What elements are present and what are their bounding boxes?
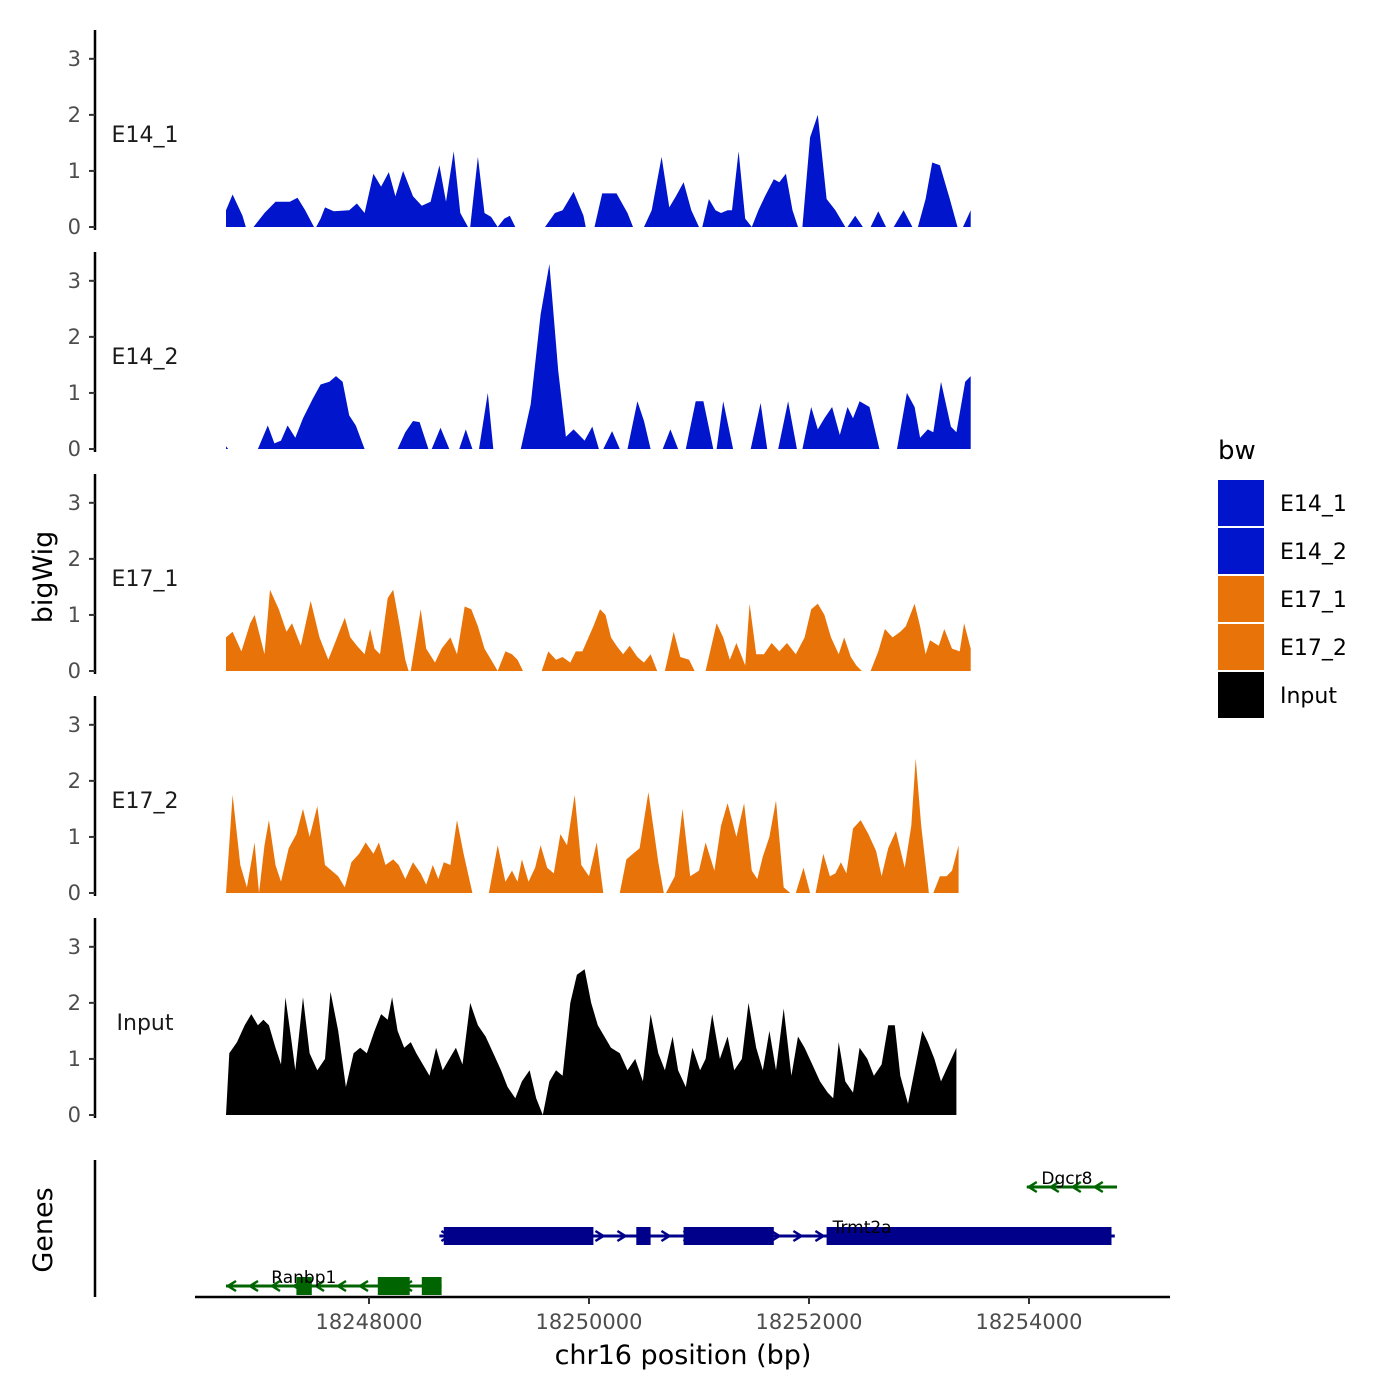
legend-label-e14-1: E14_1 [1280,492,1347,517]
gene-trmt2a: Trmt2a [439,1218,1115,1245]
x-axis-title: chr16 position (bp) [555,1340,812,1371]
strand-arrow-ranbp1 [357,1279,369,1293]
panel-label-e17-2: E17_2 [112,789,179,814]
strand-arrow-dgcr8 [1048,1180,1060,1194]
strand-arrow-ranbp1 [269,1279,281,1293]
y-tick-label-e14-1-2: 2 [68,103,81,127]
y-tick-label-e14-2-3: 3 [68,269,81,293]
y-tick-label-input-2: 2 [68,991,81,1015]
area-e14-2 [226,264,971,449]
strand-arrow-dgcr8 [1070,1180,1082,1194]
exon-trmt2a [443,1227,594,1245]
strand-arrow-ranbp1 [247,1279,259,1293]
y-tick-label-e17-2-2: 2 [68,769,81,793]
y-tick-label-e14-1-1: 1 [68,159,81,183]
track-e17-1: 0 1 2 3 E17_1 [68,474,971,683]
legend-swatch-e17-2 [1218,624,1264,670]
panel-label-input: Input [117,1011,174,1036]
legend-label-e17-2: E17_2 [1280,636,1347,661]
area-input [226,969,957,1115]
y-tick-label-e17-2-0: 0 [68,881,81,905]
exon-ranbp1 [296,1277,312,1295]
strand-arrow-trmt2a [660,1229,672,1243]
legend-swatch-input [1218,672,1264,718]
y-tick-label-e14-2-0: 0 [68,437,81,461]
gene-label-trmt2a: Trmt2a [832,1218,892,1238]
legend-swatch-e17-1 [1218,576,1264,622]
legend-swatch-e14-2 [1218,528,1264,574]
strand-arrow-ranbp1 [313,1279,325,1293]
x-tick-label-18252000: 18252000 [756,1310,863,1334]
gene-label-dgcr8: Dgcr8 [1041,1169,1092,1189]
x-axis: 18248000 18250000 18252000 18254000 [195,1295,1170,1334]
y-tick-label-e14-1-0: 0 [68,215,81,239]
legend-title: bw [1218,436,1256,466]
x-tick-label-18250000: 18250000 [536,1310,643,1334]
area-e17-1 [226,589,971,671]
track-e14-1: 0 1 2 3 E14_1 [68,30,971,239]
exon-trmt2a [826,1227,1112,1245]
strand-arrow-dgcr8 [1092,1180,1104,1194]
area-e17-2 [226,758,959,893]
gene-dgcr8: Dgcr8 [1026,1169,1117,1194]
signal-tracks: 0 1 2 3 E14_1 0 1 2 3 E14_2 0 1 2 3 E17_1 0 1 2 3 E17_2 0 1 2 3… [68,30,971,1127]
gene-label-ranbp1: Ranbp1 [271,1268,336,1288]
legend-label-input: Input [1280,684,1337,709]
legend: bw E14_1 E14_2 E17_1 E17_2 Input [1218,436,1347,718]
strand-arrow-trmt2a [616,1229,628,1243]
exon-trmt2a [683,1227,774,1245]
area-e14-1 [226,114,971,227]
y-tick-label-input-0: 0 [68,1103,81,1127]
x-tick-label-18248000: 18248000 [316,1310,423,1334]
exon-trmt2a [636,1227,651,1245]
exon-ranbp1 [377,1277,410,1295]
y-tick-label-e17-2-3: 3 [68,713,81,737]
track-e17-2: 0 1 2 3 E17_2 [68,696,959,905]
y-tick-label-e14-2-2: 2 [68,325,81,349]
exon-ranbp1 [421,1277,442,1295]
y-tick-label-e17-2-1: 1 [68,825,81,849]
y-tick-label-e17-1-1: 1 [68,603,81,627]
gene-axis-title: Genes [28,1187,59,1272]
panel-label-e14-2: E14_2 [112,345,179,370]
y-tick-label-e17-1-0: 0 [68,659,81,683]
y-tick-label-e14-1-3: 3 [68,47,81,71]
y-tick-label-input-3: 3 [68,935,81,959]
strand-arrow-trmt2a [792,1229,804,1243]
y-tick-label-input-1: 1 [68,1047,81,1071]
legend-label-e17-1: E17_1 [1280,588,1347,613]
panel-label-e14-1: E14_1 [112,123,179,148]
panel-label-e17-1: E17_1 [112,567,179,592]
y-tick-label-e14-2-1: 1 [68,381,81,405]
strand-arrow-ranbp1 [335,1279,347,1293]
gene-track: Dgcr8 Trmt2a Ranbp1 [93,1160,1117,1297]
x-tick-label-18254000: 18254000 [976,1310,1083,1334]
y-tick-label-e17-1-2: 2 [68,547,81,571]
y-axis-title: bigWig [28,531,59,624]
strand-arrow-trmt2a [594,1229,606,1243]
gene-ranbp1: Ranbp1 [225,1268,442,1295]
strand-arrow-trmt2a [814,1229,826,1243]
y-tick-label-e17-1-3: 3 [68,491,81,515]
track-input: 0 1 2 3 Input [68,918,957,1127]
strand-arrow-trmt2a [770,1229,782,1243]
track-e14-2: 0 1 2 3 E14_2 [68,252,971,461]
legend-label-e14-2: E14_2 [1280,540,1347,565]
strand-arrow-ranbp1 [225,1279,237,1293]
strand-arrow-dgcr8 [1026,1180,1038,1194]
legend-swatch-e14-1 [1218,480,1264,526]
